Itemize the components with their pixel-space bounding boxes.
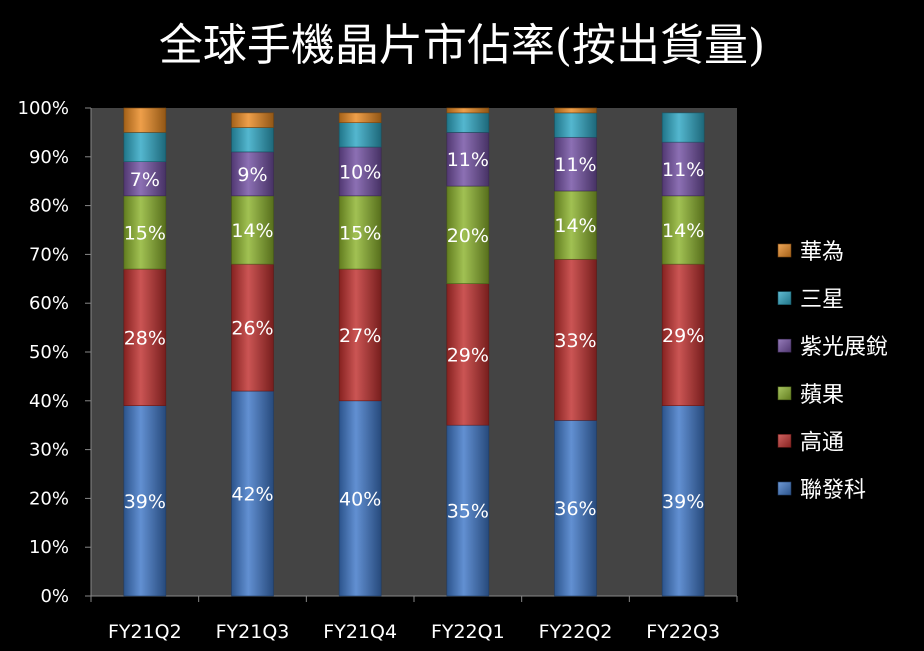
x-category-label: FY21Q2 — [108, 621, 182, 643]
bar-segment — [554, 420, 597, 597]
data-label: 28% — [124, 327, 166, 349]
bar-segment — [338, 195, 382, 270]
bar-segment — [338, 122, 382, 148]
y-tick-label: 50% — [29, 342, 69, 363]
data-label: 35% — [447, 501, 489, 523]
data-label: 42% — [231, 484, 273, 506]
data-label: 39% — [662, 491, 704, 513]
bar-segment — [661, 263, 705, 406]
data-label: 29% — [447, 344, 489, 366]
bar-segment — [554, 258, 597, 421]
data-label: 11% — [447, 149, 489, 171]
x-category-label: FY22Q1 — [431, 621, 505, 643]
bar-segment — [661, 141, 705, 197]
y-axis: 0% 10% 20% 30% 40% 50% 60% 70% 80% 90% 100% — [18, 98, 91, 607]
bar-segment — [338, 268, 382, 402]
x-axis: FY21Q2 FY21Q3 FY21Q4 FY22Q1 FY22Q2 FY22Q3 — [90, 596, 738, 643]
bar-segment — [231, 195, 274, 265]
y-tick-label: 0% — [40, 586, 69, 607]
bar-segment — [446, 107, 490, 114]
data-label: 11% — [554, 154, 596, 176]
legend-label: 蘋果 — [800, 383, 844, 408]
bar-segment — [338, 112, 382, 123]
legend-swatch — [777, 291, 792, 305]
data-label: 11% — [662, 159, 704, 181]
y-tick-label: 100% — [18, 98, 69, 119]
bar-segment — [446, 283, 490, 426]
legend-swatch — [777, 243, 792, 258]
data-label: 10% — [339, 161, 381, 183]
bar-segment — [554, 190, 597, 260]
x-category-label: FY21Q3 — [216, 621, 290, 643]
data-label: 15% — [339, 222, 381, 244]
data-label: 27% — [339, 325, 381, 347]
bar-segment — [123, 195, 167, 270]
bar-segment — [231, 151, 274, 197]
bar-segment — [446, 132, 490, 187]
bar-segment — [231, 127, 274, 153]
legend-label: 三星 — [800, 288, 844, 313]
data-label: 14% — [231, 220, 273, 242]
legend-label: 聯發科 — [800, 478, 866, 503]
bar-segment — [554, 136, 597, 192]
plot-area — [91, 108, 737, 596]
data-label: 36% — [554, 498, 596, 520]
data-label: 14% — [554, 215, 596, 237]
data-label: 40% — [339, 488, 381, 510]
y-tick-label: 40% — [29, 391, 69, 412]
y-tick-label: 70% — [29, 244, 69, 265]
y-tick-label: 20% — [29, 488, 69, 509]
bar-segment — [661, 112, 705, 143]
bar-segment — [554, 107, 597, 114]
bar-segment — [231, 112, 274, 128]
data-label: 29% — [662, 325, 704, 347]
legend-swatch — [777, 386, 792, 401]
bar-segment — [661, 405, 705, 597]
bar-segment — [123, 268, 167, 406]
bar-segment — [123, 161, 167, 197]
data-label: 7% — [130, 169, 160, 191]
y-tick-label: 30% — [29, 440, 69, 461]
legend-swatch — [777, 338, 792, 353]
bar-segment — [231, 263, 274, 392]
y-tick-label: 90% — [29, 147, 69, 168]
bar-segment — [446, 112, 490, 133]
bar-segment — [123, 107, 167, 133]
bar-segment — [231, 390, 274, 597]
y-tick-label: 60% — [29, 293, 69, 314]
data-label: 9% — [237, 164, 267, 186]
data-label: 33% — [554, 330, 596, 352]
data-label: 14% — [662, 220, 704, 242]
data-label: 20% — [447, 225, 489, 247]
chart-title: 全球手機晶片市佔率(按出貨量) — [159, 20, 765, 71]
data-label: 15% — [124, 222, 166, 244]
x-category-label: FY22Q3 — [646, 621, 720, 643]
bar-segment — [446, 424, 490, 597]
x-category-label: FY22Q2 — [539, 621, 613, 643]
data-label: 39% — [124, 491, 166, 513]
bars — [123, 107, 705, 597]
y-tick-label: 80% — [29, 196, 69, 217]
bar-segment — [123, 132, 167, 162]
legend-label: 高通 — [800, 430, 844, 455]
x-category-label: FY21Q4 — [323, 621, 397, 643]
legend-swatch — [777, 434, 792, 448]
bar-segment — [446, 185, 490, 284]
legend-swatch — [777, 481, 792, 496]
legend-label: 華為 — [800, 240, 844, 265]
bar-segment — [661, 195, 705, 265]
bar-segment — [123, 405, 167, 597]
legend-label: 紫光展銳 — [800, 335, 888, 360]
data-labels: 39% 28% 15% 7% 42% 26% 14% 9% 40% 27% 15% 10% 35% 29%… — [124, 149, 705, 522]
data-label: 26% — [231, 318, 273, 340]
y-tick-label: 10% — [29, 537, 69, 558]
bar-segment — [554, 112, 597, 138]
